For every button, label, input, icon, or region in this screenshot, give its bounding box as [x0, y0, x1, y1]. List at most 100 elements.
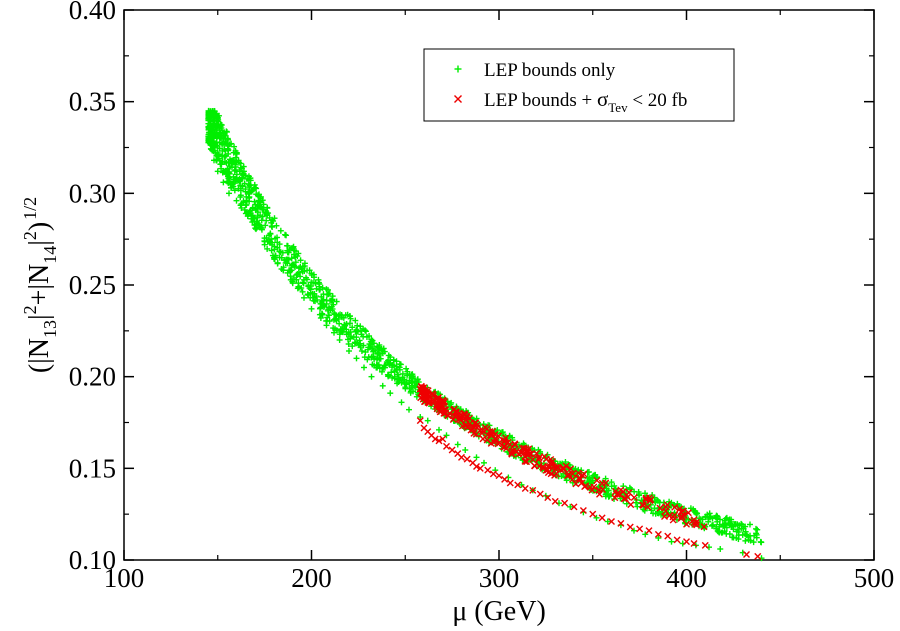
green-plus-point [349, 324, 356, 331]
green-plus-point [304, 291, 311, 298]
red-x-point [416, 417, 424, 425]
red-x-point [473, 463, 480, 470]
green-plus-point [387, 359, 394, 366]
red-x-point [678, 513, 686, 521]
green-plus-point [315, 276, 322, 283]
green-plus-point [723, 514, 730, 521]
green-plus-point [309, 294, 316, 301]
green-plus-point [271, 254, 277, 261]
red-x-point [435, 437, 443, 445]
green-plus-point [261, 241, 268, 248]
green-plus-point [424, 417, 431, 424]
green-plus-point [215, 116, 222, 123]
y-tick-label: 0.35 [69, 87, 116, 117]
tick-labels: 100 200 300 400 500 0.10 0.15 0.20 0.25 0.30 0.35 0… [69, 0, 895, 593]
green-plus-point [393, 358, 400, 365]
red-x-point [484, 466, 492, 474]
red-x-point [535, 462, 543, 470]
red-x-point [489, 470, 497, 478]
series-lep-tev [416, 382, 762, 560]
red-x-point [684, 509, 692, 517]
green-plus-point [604, 491, 611, 498]
green-plus-point [255, 202, 262, 209]
green-plus-point [239, 172, 246, 179]
red-x-point [625, 488, 633, 496]
red-x-point [465, 420, 473, 428]
green-plus-point [268, 247, 275, 254]
green-plus-point [351, 339, 358, 346]
green-plus-point [376, 355, 383, 362]
green-plus-point [294, 285, 301, 292]
red-x-point [593, 476, 601, 484]
red-x-point [676, 505, 684, 513]
green-plus-point [222, 147, 229, 154]
green-plus-point [362, 328, 369, 335]
green-plus-point [248, 212, 255, 219]
green-plus-point [231, 143, 238, 150]
green-plus-point [721, 522, 728, 529]
green-plus-point [209, 142, 216, 149]
green-plus-point [267, 230, 274, 237]
red-x-point [521, 485, 529, 492]
green-plus-point [410, 388, 417, 395]
green-plus-point [333, 317, 340, 324]
y-tick-label: 0.20 [69, 362, 116, 392]
green-plus-point [753, 525, 760, 532]
green-plus-point [404, 372, 411, 379]
green-plus-point [286, 267, 292, 274]
green-plus-point [267, 239, 274, 246]
green-plus-point [227, 157, 234, 164]
green-plus-point [289, 280, 296, 287]
green-plus-point [651, 505, 658, 512]
x-tick-label: 400 [666, 563, 707, 593]
green-plus-point [370, 347, 377, 354]
green-plus-point [715, 528, 722, 535]
green-plus-point [341, 325, 348, 332]
green-plus-point [632, 499, 639, 506]
green-plus-point [268, 223, 275, 230]
red-x-point [627, 501, 635, 509]
green-plus-point [753, 534, 760, 541]
red-x-point [569, 470, 577, 478]
green-plus-point [563, 477, 570, 484]
red-x-point [428, 390, 436, 398]
legend-marker-red-x [454, 95, 462, 103]
green-plus-point [238, 200, 245, 207]
green-plus-point [333, 298, 340, 305]
y-label-mid3: | [24, 240, 55, 246]
green-plus-point [230, 149, 237, 156]
red-x-point [568, 475, 576, 483]
red-x-point [450, 405, 458, 413]
legend-pre: LEP bounds + [484, 90, 597, 111]
red-x-point [523, 458, 531, 466]
green-plus-point [345, 336, 352, 343]
green-plus-point [443, 432, 450, 439]
green-plus-point [313, 293, 320, 300]
green-plus-point [324, 286, 331, 293]
legend: LEP bounds only LEP bounds + σTev < 20 f… [423, 48, 735, 122]
green-plus-point [324, 314, 331, 321]
green-plus-point [713, 512, 720, 519]
green-plus-point [276, 241, 283, 248]
green-plus-point [251, 198, 258, 205]
red-x-point [431, 435, 439, 443]
green-plus-point [209, 124, 216, 131]
green-plus-point [211, 135, 217, 142]
green-plus-point [709, 522, 716, 529]
y-tick-label: 0.15 [69, 453, 116, 483]
y-label-sub1: 13 [40, 320, 60, 338]
green-plus-point [284, 256, 291, 263]
green-plus-point [397, 361, 404, 368]
green-plus-point [381, 362, 388, 369]
x-tick-label: 200 [291, 563, 332, 593]
green-plus-point [300, 280, 307, 287]
green-plus-point [292, 254, 299, 261]
green-plus-point [240, 168, 247, 175]
green-plus-point [213, 110, 220, 117]
green-plus-point [387, 390, 394, 397]
red-x-point [570, 503, 578, 511]
red-x-point [582, 482, 590, 490]
green-plus-point [360, 342, 367, 349]
green-plus-point [358, 348, 365, 354]
green-plus-point [323, 291, 330, 298]
